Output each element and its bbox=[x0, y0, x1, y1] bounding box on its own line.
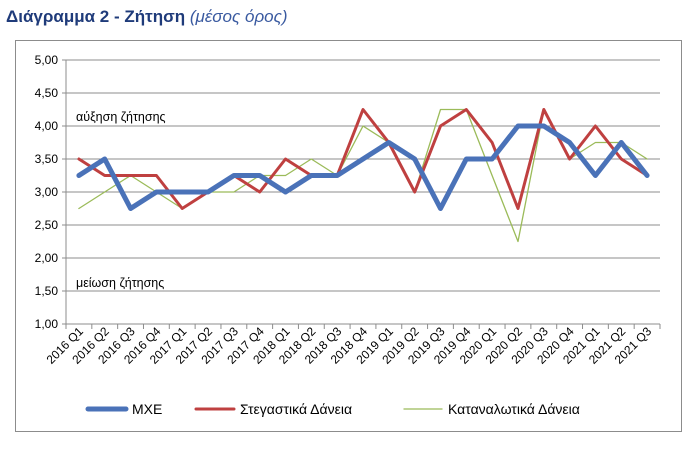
annotation-down: μείωση ζήτησης bbox=[76, 276, 164, 290]
legend-label: ΜΧΕ bbox=[132, 401, 162, 417]
legend: ΜΧΕ Στεγαστικά Δάνεια Καταναλωτικά Δάνεια bbox=[85, 401, 580, 417]
chart-title: Διάγραμμα 2 - Ζήτηση (μέσος όρος) bbox=[6, 7, 288, 27]
y-tick-label: 5,00 bbox=[35, 53, 59, 67]
series-line-3 bbox=[78, 108, 648, 243]
annotation-up: αύξηση ζήτησης bbox=[76, 110, 166, 124]
legend-label: Καταναλωτικά Δάνεια bbox=[448, 401, 580, 417]
y-tick-label: 3,00 bbox=[35, 185, 59, 199]
series-line-2 bbox=[77, 108, 649, 210]
y-tick-label: 1,00 bbox=[35, 317, 59, 331]
legend-label: Στεγαστικά Δάνεια bbox=[240, 401, 352, 417]
chart-frame bbox=[15, 40, 682, 432]
chart-title-main: Διάγραμμα 2 - Ζήτηση bbox=[6, 7, 186, 26]
y-axis: 1,00 1,50 2,00 2,50 3,00 3,50 4,00 4,50 5,00 bbox=[35, 53, 67, 331]
y-tick-label: 4,50 bbox=[35, 86, 59, 100]
y-tick-label: 4,00 bbox=[35, 119, 59, 133]
annotations: αύξηση ζήτησης μείωση ζήτησης bbox=[76, 110, 166, 290]
y-tick-label: 3,50 bbox=[35, 152, 59, 166]
y-tick-label: 2,50 bbox=[35, 218, 59, 232]
series-lines bbox=[76, 108, 650, 243]
y-tick-label: 1,50 bbox=[35, 284, 59, 298]
chart-title-sub: (μέσος όρος) bbox=[189, 7, 288, 26]
y-tick-label: 2,00 bbox=[35, 251, 59, 265]
series-line-1 bbox=[76, 123, 650, 211]
